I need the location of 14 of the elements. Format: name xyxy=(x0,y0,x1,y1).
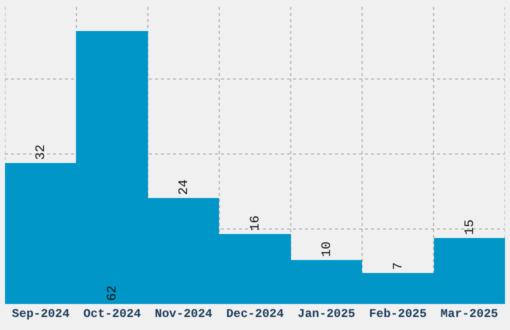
x-tick-label: Sep-2024 xyxy=(12,307,70,321)
x-tick-label: Mar-2025 xyxy=(440,307,498,321)
x-tick-label: Nov-2024 xyxy=(154,307,212,321)
x-tick-label: Feb-2025 xyxy=(369,307,427,321)
data-label: 10 xyxy=(319,241,334,257)
data-label: 62 xyxy=(104,285,120,301)
data-label: 16 xyxy=(248,215,262,231)
x-tick-label: Jan-2025 xyxy=(298,307,356,321)
x-tick-label: Oct-2024 xyxy=(83,307,141,321)
data-label: 15 xyxy=(462,219,477,235)
x-tick-label: Dec-2024 xyxy=(226,307,284,321)
data-label: 7 xyxy=(390,262,406,270)
data-label: 24 xyxy=(176,179,191,195)
data-label: 32 xyxy=(33,144,48,160)
